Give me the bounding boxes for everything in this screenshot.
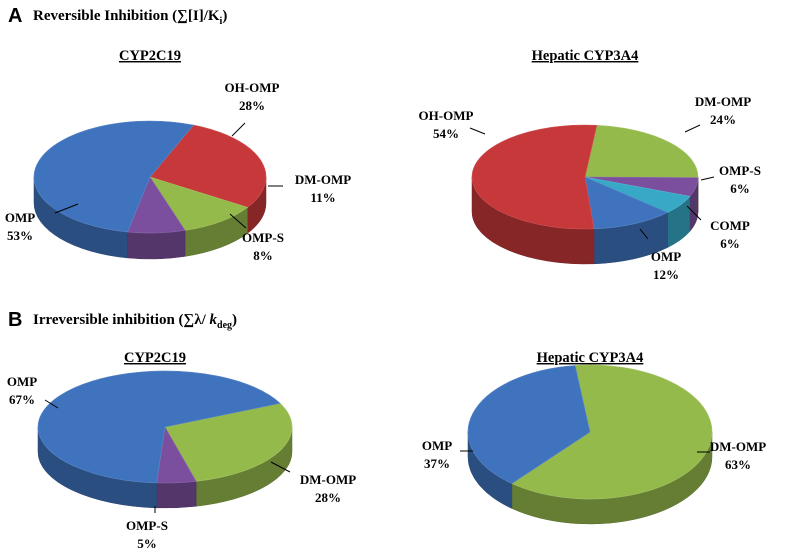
pie-slice-dm-omp — [584, 124, 699, 178]
section-b-title: Irreversible inhibition (∑λ/ kdeg) — [33, 312, 237, 331]
pie-slice-omp — [37, 370, 281, 484]
leader-line — [229, 213, 247, 229]
pie-slice-omp — [467, 365, 591, 484]
leader-line — [469, 127, 486, 135]
pie-chart-1: CYP2C19 OH-OMP 28% DM-OMP 11% OMP-S 8% OMP 53% — [5, 48, 351, 263]
section-a-header: A Reversible Inhibition (∑[I]/Ki) — [8, 5, 227, 27]
leader-line — [270, 461, 291, 473]
leader-line — [700, 176, 715, 181]
pie-chart-3: CYP2C19 DM-OMP 28% OMP-S 5% OMP 67% — [7, 350, 356, 551]
pie-chart-2: Hepatic CYP3A4 DM-OMP 24% OMP-S 6% COMP 6% OMP 1… — [419, 48, 761, 282]
pie-slice-dm-omp — [164, 403, 293, 482]
chart-title: CYP2C19 — [124, 350, 186, 366]
leader-line — [684, 124, 701, 133]
pie-slice-dm-omp — [511, 364, 713, 500]
pie-slice-omp — [584, 176, 669, 230]
slice-label-omp: OMP 53% — [5, 210, 35, 243]
section-b-header: B Irreversible inhibition (∑λ/ kdeg) — [8, 309, 237, 331]
leader-line — [231, 122, 246, 137]
chart-title: Hepatic CYP3A4 — [537, 350, 644, 366]
section-b-letter: B — [8, 309, 22, 331]
slice-label-omp-s: OMP-S 8% — [242, 230, 284, 263]
slice-label-oh-omp: OH-OMP 28% — [225, 80, 280, 113]
pie-side-omp-s — [156, 481, 197, 509]
pie-side-walls — [471, 176, 699, 265]
pie-slice-oh-omp — [471, 124, 598, 230]
slice-label-omp-s: OMP-S 6% — [719, 163, 761, 196]
slice-label-oh-omp: OH-OMP 54% — [419, 108, 474, 141]
pie-slice-omp — [33, 120, 195, 233]
slice-label-dm-omp: DM-OMP 11% — [295, 172, 351, 205]
leader-line — [44, 399, 59, 409]
slice-label-omp: OMP 67% — [7, 374, 37, 407]
leader-line — [686, 205, 702, 221]
pie-side-walls — [33, 176, 267, 260]
pie-top — [33, 120, 267, 234]
slice-label-dm-omp: DM-OMP 28% — [300, 472, 356, 505]
section-a-letter: A — [8, 5, 22, 27]
pie-slice-oh-omp — [149, 124, 267, 208]
chart-title: Hepatic CYP3A4 — [532, 48, 639, 64]
pie-top — [467, 364, 713, 500]
pie-side-omp-s — [127, 230, 186, 260]
pie-top — [37, 370, 293, 484]
leader-line — [54, 203, 79, 214]
pie-top — [471, 124, 699, 230]
section-a-title: Reversible Inhibition (∑[I]/Ki) — [33, 8, 227, 27]
leader-line — [639, 228, 649, 240]
slice-label-comp: COMP 6% — [710, 218, 750, 251]
pie-chart-4: Hepatic CYP3A4 DM-OMP 63% OMP 37% — [422, 350, 766, 525]
pie-slice-dm-omp — [149, 176, 249, 231]
slice-label-omp-s: OMP-S 5% — [126, 518, 168, 551]
slice-label-dm-omp: DM-OMP 63% — [710, 439, 766, 472]
slice-label-dm-omp: DM-OMP 24% — [695, 94, 751, 127]
chart-title: CYP2C19 — [119, 48, 181, 64]
slice-label-omp: OMP 12% — [651, 249, 681, 282]
slice-label-omp: OMP 37% — [422, 438, 452, 471]
pie-charts: CYP2C19 OH-OMP 28% DM-OMP 11% OMP-S 8% OMP 53% He… — [5, 48, 766, 551]
